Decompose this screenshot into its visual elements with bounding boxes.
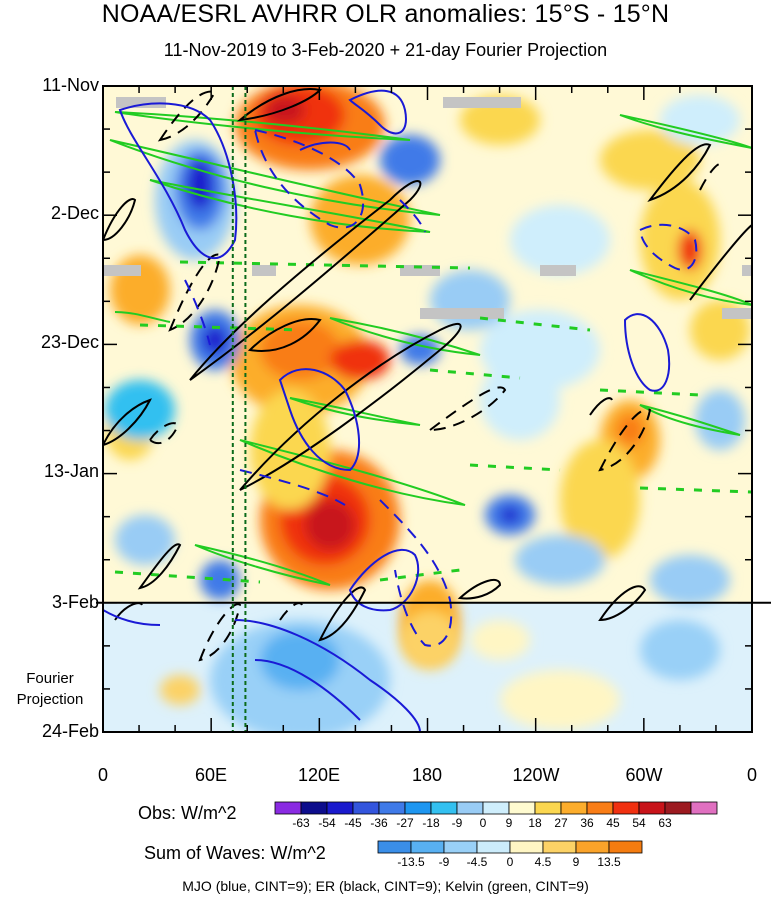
obs-colorbar-label: Obs: W/m^2 [138, 803, 237, 823]
x-axis-ticks [102, 86, 753, 732]
colorbar-tick-label: 13.5 [597, 855, 621, 869]
colorbar-swatch [575, 840, 610, 854]
colorbar-tick-label: 36 [580, 816, 594, 830]
y-tick-label: 13-Jan [43, 461, 99, 481]
colorbar-swatch [404, 801, 432, 815]
y-axis-ticks [103, 85, 752, 733]
colorbar-swatch [508, 801, 536, 815]
colorbar-swatch [274, 801, 302, 815]
colorbar-swatch [476, 840, 511, 854]
waves-colorbar: -13.5 -9 -4.5 0 4.5 9 13.5 [377, 840, 643, 869]
y-tick-label: 3-Feb [51, 592, 99, 612]
chart-title: NOAA/ESRL AVHRR OLR anomalies: 15°S - 15… [101, 0, 670, 28]
colorbar-swatch [586, 801, 614, 815]
colorbar-tick-label: 0 [507, 855, 514, 869]
colorbar-swatch [410, 840, 445, 854]
colorbar-tick-label: 54 [632, 816, 646, 830]
colorbar-tick-label: -54 [318, 816, 336, 830]
colorbar-tick-label: -9 [452, 816, 463, 830]
projection-label-line1: Fourier [26, 670, 74, 687]
er-dashed-contours [148, 90, 723, 662]
x-tick-label: 0 [746, 765, 758, 785]
x-tick-label: 60W [625, 765, 663, 785]
colorbar-tick-label: 0 [480, 816, 487, 830]
colorbar-swatch [509, 840, 544, 854]
colorbar-tick-label: -45 [344, 816, 362, 830]
y-tick-label: 11-Nov [42, 75, 99, 95]
y-tick-label: 2-Dec [50, 203, 99, 223]
colorbar-tick-label: 9 [573, 855, 580, 869]
colorbar-swatch [378, 801, 406, 815]
colorbar-tick-label: 63 [658, 816, 672, 830]
chart-caption: MJO (blue, CINT=9); ER (black, CINT=9); … [182, 878, 589, 894]
obs-colorbar: -63 -54 -45 -36 -27 -18 -9 0 9 18 27 36 45 54 63 [274, 801, 718, 830]
x-tick-label: 120W [512, 765, 560, 785]
colorbar-swatch [534, 801, 562, 815]
colorbar-tick-label: -36 [370, 816, 388, 830]
colorbar-tick-label: 27 [554, 816, 568, 830]
y-tick-label: 24-Feb [41, 721, 99, 741]
projection-label: Fourier Projection [4, 668, 96, 710]
colorbar-swatch [638, 801, 666, 815]
colorbar-tick-label: -9 [439, 855, 450, 869]
colorbar-tick-label: -4.5 [467, 855, 488, 869]
colorbar-swatch [542, 840, 577, 854]
colorbar-tick-label: 45 [606, 816, 620, 830]
colorbar-swatch [300, 801, 328, 815]
x-tick-label: 120E [297, 765, 341, 785]
mjo-contours [103, 89, 670, 732]
colorbar-tick-label: -13.5 [397, 855, 425, 869]
projection-anomaly-field [160, 610, 720, 732]
chart-subtitle: 11-Nov-2019 to 3-Feb-2020 + 21-day Fouri… [163, 40, 608, 60]
colorbar-swatch [664, 801, 692, 815]
y-tick-label: 23-Dec [40, 332, 99, 352]
colorbar-swatch [690, 801, 718, 815]
colorbar-tick-label: 9 [506, 816, 513, 830]
colorbar-swatch [430, 801, 458, 815]
mjo-dashed-contours [184, 128, 698, 647]
colorbar-swatch [560, 801, 588, 815]
colorbar-tick-label: -63 [292, 816, 310, 830]
projection-label-line2: Projection [16, 691, 84, 708]
colorbar-swatch [377, 840, 412, 854]
kelvin-dashes [114, 260, 752, 584]
colorbar-tick-label: 18 [528, 816, 542, 830]
colorbar-tick-label: 4.5 [535, 855, 552, 869]
colorbar-swatch [612, 801, 640, 815]
colorbar-swatch [608, 840, 643, 854]
colorbar-swatch [326, 801, 354, 815]
reference-lines [231, 86, 247, 732]
x-tick-label: 180 [411, 765, 443, 785]
colorbar-swatch [456, 801, 484, 815]
colorbar-swatch [443, 840, 478, 854]
waves-colorbar-label: Sum of Waves: W/m^2 [144, 843, 326, 863]
x-tick-label: 60E [194, 765, 228, 785]
missing-data-bars [103, 97, 752, 319]
colorbar-swatch [352, 801, 380, 815]
x-tick-label: 0 [97, 765, 109, 785]
colorbar-swatch [482, 801, 510, 815]
colorbar-tick-label: -27 [396, 816, 414, 830]
colorbar-tick-label: -18 [422, 816, 440, 830]
